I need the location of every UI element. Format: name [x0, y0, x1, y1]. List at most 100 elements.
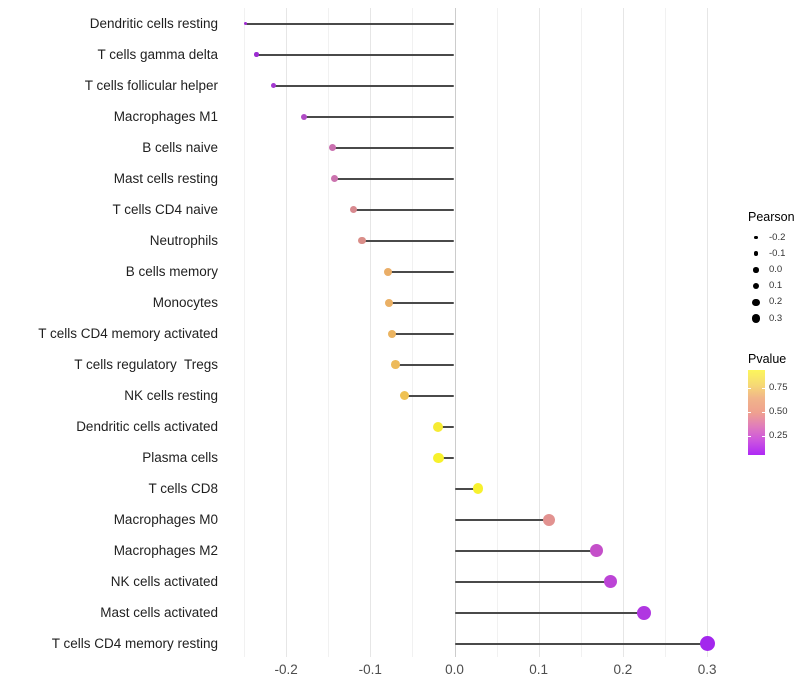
lollipop-stem: [438, 456, 455, 459]
y-axis-label: Macrophages M0: [113, 511, 218, 527]
lollipop-stem: [454, 518, 549, 521]
size-legend-label: -0.2: [769, 231, 786, 243]
data-point: [432, 421, 443, 432]
lollipop-stem: [454, 487, 479, 490]
data-point: [328, 144, 336, 152]
gridline-minor: [580, 8, 582, 657]
gridline-minor: [496, 8, 498, 657]
lollipop-stem: [256, 53, 455, 56]
gridline-minor: [328, 8, 330, 657]
lollipop-stem: [361, 239, 455, 242]
lollipop-stem: [454, 549, 597, 552]
lollipop-stem: [245, 22, 455, 25]
lollipop-stem: [454, 580, 611, 583]
gridline-minor: [412, 8, 414, 657]
colorbar-tick-mark: [762, 388, 765, 389]
data-point: [254, 52, 259, 57]
data-point: [243, 21, 248, 26]
colorbar-tick-mark: [748, 412, 751, 413]
y-axis-label: T cells gamma delta: [97, 46, 218, 62]
y-axis-label: T cells CD8: [148, 480, 218, 496]
lollipop-stem: [454, 642, 708, 645]
colorbar-tick-label: 0.50: [769, 406, 788, 417]
gridline-major: [538, 8, 540, 657]
lollipop-stem: [388, 301, 455, 304]
size-legend-dot: [754, 235, 758, 240]
data-point: [542, 513, 555, 526]
size-legend-dot: [752, 282, 760, 290]
data-point: [603, 575, 617, 589]
data-point: [384, 298, 393, 307]
x-tick-label: 0.0: [445, 662, 464, 677]
lollipop-stem: [395, 363, 455, 366]
lollipop-stem: [303, 115, 455, 118]
size-legend-label: 0.3: [769, 312, 783, 324]
data-point: [383, 267, 392, 276]
gridline-major: [622, 8, 624, 657]
data-point: [700, 636, 716, 652]
y-axis-label: T cells CD4 memory resting: [51, 635, 218, 651]
y-axis-label: T cells CD4 memory activated: [38, 325, 218, 341]
y-axis-label: Mast cells activated: [100, 604, 218, 620]
y-axis-label: Monocytes: [152, 294, 218, 310]
data-point: [349, 205, 358, 214]
y-axis-label: Macrophages M1: [113, 108, 218, 124]
data-point: [472, 483, 484, 495]
lollipop-stem: [454, 611, 644, 614]
data-point: [391, 360, 400, 370]
data-point: [270, 83, 276, 89]
data-point: [400, 391, 410, 401]
lollipop-stem: [404, 394, 455, 397]
gridline-minor: [244, 8, 245, 657]
y-axis-label: Macrophages M2: [113, 542, 218, 558]
gridline-major: [454, 8, 456, 657]
size-legend-label: 0.2: [769, 296, 783, 308]
x-tick-label: 0.2: [613, 662, 633, 677]
gridline-major: [286, 8, 288, 657]
gridline-minor: [665, 8, 666, 657]
lollipop-stem: [353, 208, 455, 211]
data-point: [358, 236, 366, 245]
x-tick-label: -0.2: [274, 662, 298, 677]
y-axis-label: Plasma cells: [142, 449, 218, 465]
colorbar-tick-mark: [762, 412, 765, 413]
colorbar-tick-label: 0.75: [769, 382, 788, 393]
lollipop-stem: [273, 84, 455, 87]
y-axis-label: Mast cells resting: [113, 170, 218, 186]
y-axis-label: Dendritic cells activated: [76, 418, 218, 434]
lollipop-stem: [392, 332, 455, 335]
y-axis-label: Neutrophils: [149, 232, 218, 248]
y-axis-label: B cells naive: [142, 139, 218, 155]
x-tick-label: -0.1: [358, 662, 382, 677]
size-legend-dot: [753, 251, 759, 256]
gridline-major: [707, 8, 709, 657]
y-axis-label: T cells follicular helper: [84, 77, 218, 93]
size-legend-title: Pearson: [748, 210, 795, 224]
data-point: [636, 605, 651, 620]
colorbar-tick-mark: [762, 436, 765, 437]
y-axis-label: Dendritic cells resting: [89, 15, 218, 31]
colorbar-tick-mark: [748, 388, 751, 389]
size-legend-dot: [751, 314, 761, 323]
data-point: [330, 175, 338, 183]
color-legend-title: Pvalue: [748, 352, 787, 366]
pvalue-colorbar: [748, 370, 765, 455]
size-legend-label: -0.1: [769, 247, 786, 259]
size-legend-label: 0.0: [769, 263, 783, 275]
lollipop-stem: [387, 270, 455, 273]
y-axis-label: T cells regulatory Tregs: [74, 356, 218, 372]
y-axis-label: NK cells resting: [124, 387, 218, 403]
y-axis-label: T cells CD4 naive: [112, 201, 218, 217]
data-point: [590, 544, 604, 558]
gridline-major: [370, 8, 372, 657]
colorbar-tick-mark: [748, 436, 751, 437]
colorbar-tick-label: 0.25: [769, 430, 788, 441]
data-point: [300, 113, 307, 120]
lollipop-stem: [437, 425, 455, 428]
size-legend-dot: [752, 298, 760, 307]
lollipop-stem: [332, 146, 455, 149]
lollipop-stem: [334, 177, 455, 180]
x-tick-label: 0.1: [529, 662, 549, 677]
x-tick-label: 0.3: [697, 662, 717, 677]
